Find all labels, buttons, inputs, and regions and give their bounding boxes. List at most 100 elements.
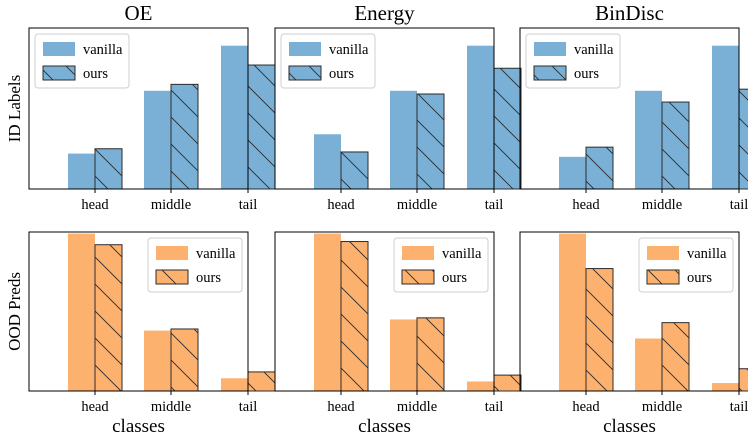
subplot-title: BinDisc — [595, 1, 664, 25]
subplot-6: head middle tail classes vanilla ours — [519, 231, 748, 436]
x-tick-label: head — [327, 399, 355, 415]
subplot-1: head middle tail OE ID Labels vanilla ours — [5, 1, 276, 213]
plot-frame — [274, 231, 495, 392]
bar-ours-head — [585, 146, 614, 190]
legend-label-vanilla: vanilla — [196, 246, 236, 262]
y-axis-label: OOD Preds — [5, 272, 24, 351]
legend-swatch-ours — [42, 65, 76, 81]
bar-ours-middle — [170, 83, 199, 190]
x-tick-label: tail — [239, 399, 258, 415]
legend: vanilla ours — [393, 237, 489, 293]
bar-vanilla-tail — [221, 45, 248, 190]
legend-label-ours: ours — [196, 270, 221, 286]
legend: vanilla ours — [525, 33, 621, 89]
legend-label-vanilla: vanilla — [329, 42, 369, 58]
legend-swatch-ours — [401, 269, 435, 285]
bar-vanilla-head — [68, 153, 95, 189]
x-axis-label: classes — [603, 416, 656, 436]
legend-swatch-vanilla — [402, 246, 434, 260]
legend-swatch-ours — [288, 65, 322, 81]
plot-frame — [519, 27, 740, 190]
bar-ours-head — [340, 151, 369, 190]
bar-ours-middle — [416, 93, 445, 190]
legend-swatch-vanilla — [534, 42, 566, 56]
bar-vanilla-tail — [712, 383, 739, 391]
bar-ours-tail — [738, 88, 748, 190]
bar-vanilla-head — [314, 233, 341, 391]
bar-ours-tail — [738, 368, 748, 392]
legend-swatch-vanilla — [43, 42, 75, 56]
legend-label-ours: ours — [687, 270, 712, 286]
bar-vanilla-middle — [144, 330, 171, 391]
bar-vanilla-tail — [467, 381, 494, 391]
legend-label-ours: ours — [329, 66, 354, 82]
x-tick-label: tail — [485, 399, 504, 415]
bar-vanilla-middle — [635, 90, 662, 189]
x-tick-label: head — [327, 197, 355, 213]
subplot-title: OE — [125, 1, 153, 25]
bar-vanilla-middle — [635, 338, 662, 391]
legend-swatch-vanilla — [156, 246, 188, 260]
x-tick-label: head — [572, 197, 600, 213]
x-tick-label: tail — [485, 197, 504, 213]
legend: vanilla ours — [638, 237, 734, 293]
legend-label-ours: ours — [574, 66, 599, 82]
legend: vanilla ours — [280, 33, 376, 89]
x-axis-label: classes — [358, 416, 411, 436]
bar-ours-head — [340, 241, 369, 392]
x-tick-label: tail — [730, 399, 748, 415]
x-tick-label: tail — [239, 197, 258, 213]
subplot-title: Energy — [354, 1, 415, 25]
bar-vanilla-head — [559, 233, 586, 391]
bar-ours-tail — [493, 374, 522, 392]
plot-frame — [28, 27, 249, 190]
legend: vanilla ours — [147, 237, 243, 293]
bar-vanilla-head — [559, 156, 586, 189]
x-axis-label: classes — [112, 416, 165, 436]
legend: vanilla ours — [34, 33, 130, 89]
legend-label-ours: ours — [83, 66, 108, 82]
subplot-3: head middle tail BinDisc vanilla ours — [519, 1, 748, 213]
bar-vanilla-head — [314, 134, 341, 189]
subplot-4: head middle tail OOD Preds classes vanilla our… — [5, 231, 276, 436]
legend-label-vanilla: vanilla — [442, 246, 482, 262]
bar-vanilla-middle — [390, 319, 417, 391]
plot-frame — [519, 231, 740, 392]
x-tick-label: middle — [397, 197, 437, 213]
bar-ours-middle — [416, 317, 445, 392]
bar-ours-tail — [493, 67, 522, 190]
y-axis-label: ID Labels — [5, 75, 24, 143]
legend-swatch-ours — [155, 269, 189, 285]
legend-swatch-vanilla — [289, 42, 321, 56]
bar-ours-head — [94, 148, 123, 190]
x-tick-label: head — [81, 197, 109, 213]
x-tick-label: middle — [151, 197, 191, 213]
x-tick-label: middle — [642, 197, 682, 213]
bar-ours-middle — [661, 322, 690, 392]
x-tick-label: middle — [151, 399, 191, 415]
subplot-2: head middle tail Energy vanilla ours — [274, 1, 522, 213]
subplot-5: head middle tail classes vanilla ours — [274, 231, 522, 436]
legend-label-ours: ours — [442, 270, 467, 286]
bar-vanilla-tail — [221, 378, 248, 391]
legend-label-vanilla: vanilla — [83, 42, 123, 58]
x-tick-label: head — [81, 399, 109, 415]
bar-ours-head — [94, 244, 123, 392]
bar-ours-tail — [247, 64, 276, 190]
legend-swatch-ours — [533, 65, 567, 81]
bar-vanilla-middle — [144, 90, 171, 189]
bar-vanilla-tail — [467, 45, 494, 190]
x-tick-label: tail — [730, 197, 748, 213]
bar-ours-tail — [247, 371, 276, 392]
bar-vanilla-tail — [712, 45, 739, 190]
plot-frame — [274, 27, 495, 190]
bar-vanilla-head — [68, 233, 95, 391]
x-tick-label: middle — [642, 399, 682, 415]
legend-label-vanilla: vanilla — [687, 246, 727, 262]
x-tick-label: head — [572, 399, 600, 415]
x-tick-label: middle — [397, 399, 437, 415]
plot-frame — [28, 231, 249, 392]
bar-ours-middle — [170, 328, 199, 392]
legend-label-vanilla: vanilla — [574, 42, 614, 58]
